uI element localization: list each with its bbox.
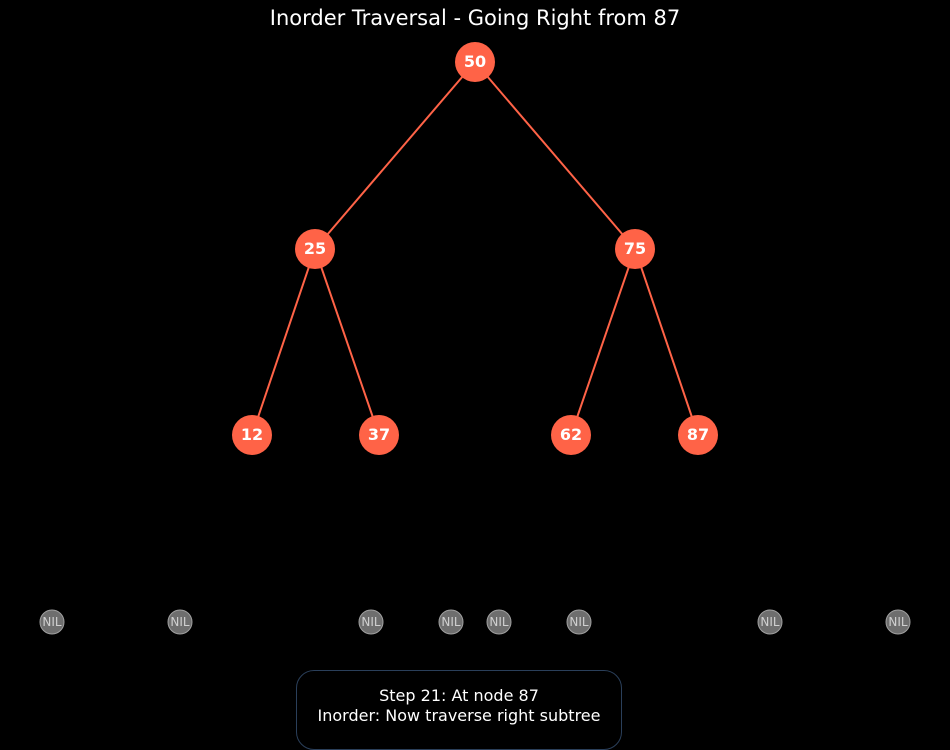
node-circle (359, 415, 399, 455)
nil-leaf: NIL (167, 609, 193, 635)
tree-edge-50-25 (314, 61, 476, 250)
nil-leaf: NIL (566, 609, 592, 635)
node-label: 87 (687, 425, 709, 444)
node-circle (232, 415, 272, 455)
node-label: 75 (624, 239, 646, 258)
nil-circle (757, 609, 783, 635)
node-circle (678, 415, 718, 455)
tree-node-75: 75 (615, 229, 655, 269)
node-circle (615, 229, 655, 269)
tree-edge-75-62 (570, 248, 636, 436)
nil-leaf: NIL (39, 609, 65, 635)
tree-node-25: 25 (295, 229, 335, 269)
status-step: Step 21: At node 87 (379, 686, 539, 705)
tree-node-12: 12 (232, 415, 272, 455)
status-description: Inorder: Now traverse right subtree (317, 706, 601, 725)
edges-layer (251, 61, 699, 436)
nil-label: NIL (569, 615, 589, 629)
node-circle (551, 415, 591, 455)
tree-node-37: 37 (359, 415, 399, 455)
nil-label: NIL (361, 615, 381, 629)
node-label: 25 (304, 239, 326, 258)
tree-node-50: 50 (455, 42, 495, 82)
nil-circle (486, 609, 512, 635)
nil-label: NIL (760, 615, 780, 629)
tree-node-62: 62 (551, 415, 591, 455)
nil-label: NIL (489, 615, 509, 629)
diagram-title: Inorder Traversal - Going Right from 87 (269, 6, 681, 30)
nil-leaf: NIL (358, 609, 384, 635)
node-label: 12 (241, 425, 263, 444)
tree-edge-50-75 (474, 61, 636, 250)
nil-circle (39, 609, 65, 635)
node-label: 37 (368, 425, 390, 444)
nil-label: NIL (42, 615, 62, 629)
tree-edge-25-12 (251, 248, 316, 436)
node-label: 62 (560, 425, 582, 444)
nil-label: NIL (888, 615, 908, 629)
nil-leaf: NIL (885, 609, 911, 635)
nodes-layer: 50 25 75 12 37 62 87 (232, 42, 718, 455)
nil-circle (566, 609, 592, 635)
tree-edge-25-37 (314, 248, 380, 436)
nil-circle (885, 609, 911, 635)
node-label: 50 (464, 52, 486, 71)
node-circle (295, 229, 335, 269)
nil-leaf: NIL (438, 609, 464, 635)
nil-circle (358, 609, 384, 635)
nil-label: NIL (441, 615, 461, 629)
nil-circle (438, 609, 464, 635)
nil-label: NIL (170, 615, 190, 629)
nil-leaf: NIL (757, 609, 783, 635)
status-box: Step 21: At node 87 Inorder: Now travers… (296, 670, 622, 750)
tree-edge-75-87 (634, 248, 699, 436)
nil-circle (167, 609, 193, 635)
nil-leaf: NIL (486, 609, 512, 635)
tree-node-87: 87 (678, 415, 718, 455)
node-circle (455, 42, 495, 82)
nil-layer: NIL NIL NIL NIL NIL NIL NIL NIL (39, 609, 911, 635)
